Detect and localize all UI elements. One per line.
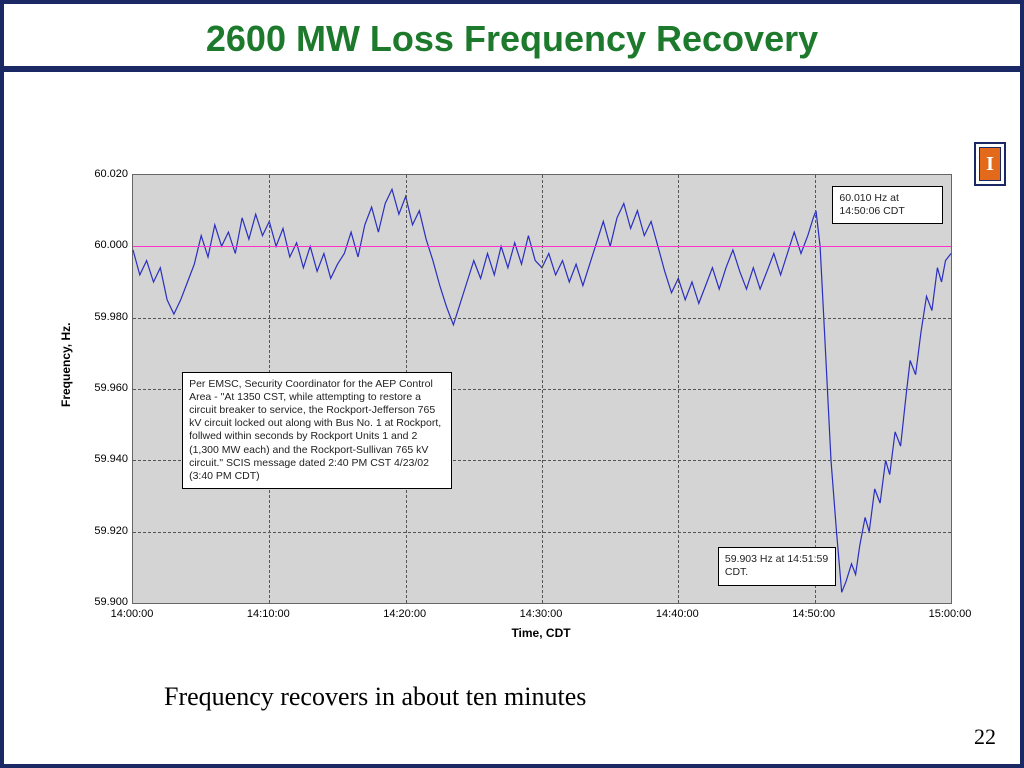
- grid-v: [542, 175, 543, 603]
- callout-trough: 59.903 Hz at 14:51:59 CDT.: [718, 547, 837, 585]
- reference-line: [133, 246, 951, 247]
- x-axis-label: Time, CDT: [511, 626, 570, 640]
- y-tick-label: 59.940: [94, 453, 128, 465]
- x-tick-label: 14:50:00: [792, 608, 835, 620]
- caption-text: Frequency recovers in about ten minutes: [164, 682, 586, 712]
- institution-logo: I: [974, 142, 1006, 186]
- x-tick-label: 14:10:00: [247, 608, 290, 620]
- y-tick-label: 59.900: [94, 596, 128, 608]
- plot-area: 60.010 Hz at 14:50:06 CDT 59.903 Hz at 14…: [132, 174, 952, 604]
- callout-peak: 60.010 Hz at 14:50:06 CDT: [832, 186, 942, 224]
- frequency-chart: Frequency, Hz. 60.010 Hz at 14:50:06 CDT…: [58, 162, 978, 652]
- page-number: 22: [974, 724, 996, 750]
- y-axis-label: Frequency, Hz.: [59, 323, 73, 407]
- grid-v: [815, 175, 816, 603]
- x-tick-label: 14:00:00: [111, 608, 154, 620]
- grid-v: [678, 175, 679, 603]
- x-tick-label: 14:30:00: [520, 608, 563, 620]
- slide-title: 2600 MW Loss Frequency Recovery: [4, 4, 1020, 66]
- x-tick-label: 15:00:00: [929, 608, 972, 620]
- x-tick-label: 14:40:00: [656, 608, 699, 620]
- y-tick-label: 60.000: [94, 239, 128, 251]
- title-rule: [4, 66, 1020, 72]
- y-tick-label: 59.980: [94, 311, 128, 323]
- y-tick-label: 60.020: [94, 168, 128, 180]
- x-tick-label: 14:20:00: [383, 608, 426, 620]
- y-tick-label: 59.920: [94, 525, 128, 537]
- y-tick-label: 59.960: [94, 382, 128, 394]
- logo-letter: I: [979, 147, 1001, 181]
- info-note: Per EMSC, Security Coordinator for the A…: [182, 372, 452, 489]
- slide-frame: 2600 MW Loss Frequency Recovery I Freque…: [0, 0, 1024, 768]
